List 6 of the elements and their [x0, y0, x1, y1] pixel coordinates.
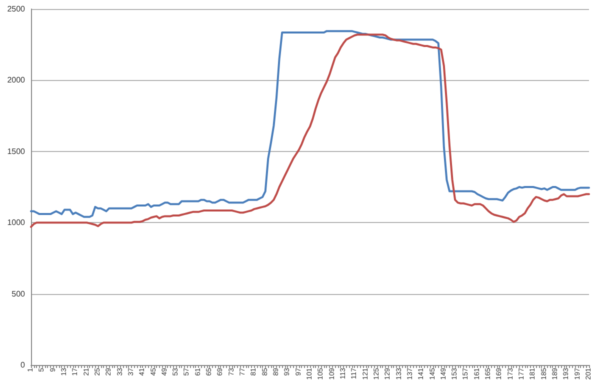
- y-tick-label: 1500: [7, 146, 26, 156]
- y-tick-label: 1000: [7, 218, 26, 228]
- y-tick-label: 2000: [7, 76, 26, 85]
- y-tick-label: 2500: [7, 4, 26, 14]
- y-tick-label: 500: [12, 289, 26, 298]
- y-tick-label: 0: [20, 360, 26, 370]
